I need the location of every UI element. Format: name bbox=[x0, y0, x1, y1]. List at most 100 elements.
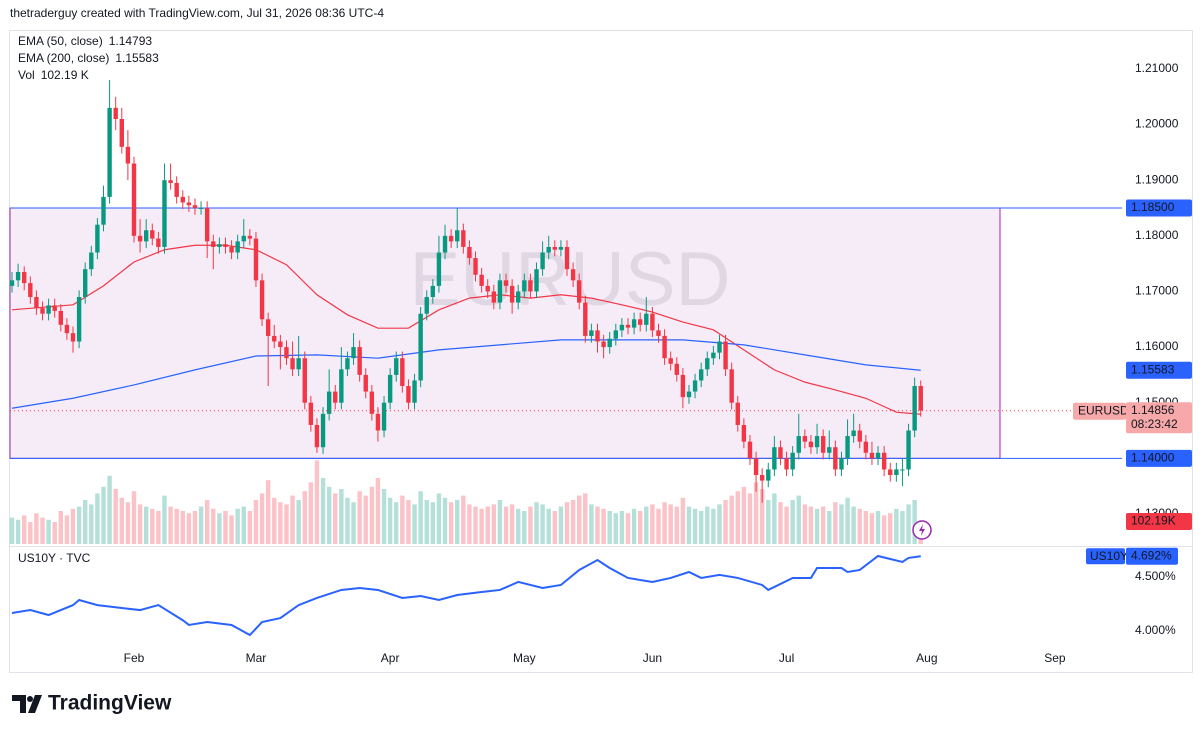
candle-body bbox=[839, 458, 844, 470]
candle-body bbox=[357, 347, 362, 375]
candle-body bbox=[698, 369, 704, 381]
volume-bar bbox=[259, 493, 265, 544]
candle-body bbox=[387, 374, 393, 403]
volume-bar bbox=[211, 508, 216, 544]
volume-bar bbox=[820, 506, 826, 544]
candle-body bbox=[802, 436, 808, 442]
volume-bar bbox=[174, 508, 179, 544]
pane-title: US10Y · TVC bbox=[18, 551, 91, 565]
x-tick-label: Sep bbox=[1044, 651, 1066, 665]
y-tick-label: 4.500% bbox=[1135, 569, 1176, 583]
candle-body bbox=[869, 452, 875, 459]
volume-bar bbox=[516, 508, 521, 544]
volume-bar bbox=[589, 504, 594, 544]
volume-bar bbox=[479, 508, 484, 544]
candle-body bbox=[912, 386, 917, 431]
last-price: 1.14856 bbox=[1131, 403, 1175, 417]
x-tick-label: Feb bbox=[124, 651, 145, 665]
volume-bar bbox=[607, 511, 612, 544]
candle-body bbox=[58, 310, 64, 325]
candle-body bbox=[418, 313, 423, 381]
volume-bar bbox=[351, 502, 356, 544]
y-tick-label: 1.21000 bbox=[1135, 61, 1179, 75]
candle-body bbox=[570, 269, 576, 281]
volume-bar bbox=[394, 502, 399, 544]
candle-body bbox=[82, 269, 88, 298]
volume-bar bbox=[9, 517, 15, 544]
candle-body bbox=[790, 452, 795, 470]
volume-bar bbox=[363, 495, 368, 544]
last-price-box bbox=[1126, 402, 1192, 434]
x-tick-label: Jun bbox=[643, 651, 662, 665]
volume-bar bbox=[34, 513, 39, 544]
candle-body bbox=[22, 271, 27, 284]
logo-icon bbox=[12, 695, 42, 713]
candle-body bbox=[686, 391, 692, 398]
candle-body bbox=[881, 452, 887, 470]
volume-bar bbox=[540, 504, 545, 544]
candle-body bbox=[753, 458, 759, 476]
candle-body bbox=[351, 347, 356, 359]
alert-icon[interactable] bbox=[912, 520, 932, 540]
candle-body bbox=[778, 447, 783, 459]
volume-bar bbox=[851, 506, 856, 544]
volume-bar bbox=[375, 478, 381, 544]
volume-bar bbox=[58, 511, 64, 544]
countdown: 08:23:42 bbox=[1131, 417, 1178, 431]
volume-bar bbox=[747, 493, 753, 544]
volume-bar bbox=[52, 522, 57, 544]
candle-body bbox=[851, 430, 856, 437]
candle-body bbox=[522, 280, 527, 292]
candle-body bbox=[631, 319, 637, 328]
x-tick-label: Apr bbox=[381, 651, 400, 665]
volume-bar bbox=[235, 508, 240, 544]
candle-body bbox=[619, 324, 625, 331]
candle-body bbox=[278, 341, 283, 348]
volume-bar bbox=[278, 502, 283, 544]
candle-body bbox=[296, 358, 301, 370]
volume-bar bbox=[369, 486, 375, 544]
volume-bar bbox=[204, 500, 210, 544]
volume-bar bbox=[198, 506, 204, 544]
volume-bar bbox=[888, 513, 893, 544]
volume-bar bbox=[534, 502, 539, 544]
ema-value-label: 1.15583 bbox=[1131, 362, 1175, 376]
candle-body bbox=[888, 469, 893, 476]
volume-bar bbox=[241, 506, 246, 544]
volume-bar bbox=[881, 515, 887, 544]
candle-body bbox=[52, 305, 57, 311]
ema-value-label-box bbox=[1126, 361, 1192, 379]
series-tag-box bbox=[1086, 548, 1125, 565]
volume-bar bbox=[345, 497, 350, 544]
candle-body bbox=[479, 274, 484, 286]
candle-body bbox=[217, 244, 222, 247]
candle-body bbox=[442, 235, 448, 253]
volume-bar bbox=[711, 508, 716, 544]
candle-body bbox=[235, 241, 240, 253]
candle-body bbox=[814, 436, 820, 448]
legend-value: 1.14793 bbox=[109, 34, 153, 48]
volume-bar bbox=[28, 522, 33, 544]
volume-bar bbox=[64, 515, 70, 544]
brand-logo bbox=[12, 695, 42, 713]
alert-bolt[interactable] bbox=[919, 524, 925, 536]
candle-body bbox=[363, 374, 368, 392]
volume-bar bbox=[168, 506, 173, 544]
level-label-box bbox=[1126, 199, 1192, 217]
candle-body bbox=[637, 319, 643, 325]
chart-frame bbox=[9, 30, 1193, 673]
volume-bar bbox=[424, 500, 429, 544]
volume-bar bbox=[107, 475, 112, 544]
volume-bar bbox=[558, 506, 564, 544]
volume-bar bbox=[113, 489, 118, 544]
candle-body bbox=[101, 196, 106, 225]
volume-bar bbox=[735, 491, 740, 544]
volume-bar bbox=[131, 491, 137, 544]
volume-bar bbox=[320, 478, 326, 544]
volume-bar bbox=[137, 504, 143, 544]
candle-body bbox=[113, 107, 118, 120]
y-tick-label: 1.18000 bbox=[1135, 228, 1179, 242]
candle-body bbox=[461, 230, 466, 247]
candle-body bbox=[796, 436, 801, 453]
candle-body bbox=[497, 280, 503, 303]
